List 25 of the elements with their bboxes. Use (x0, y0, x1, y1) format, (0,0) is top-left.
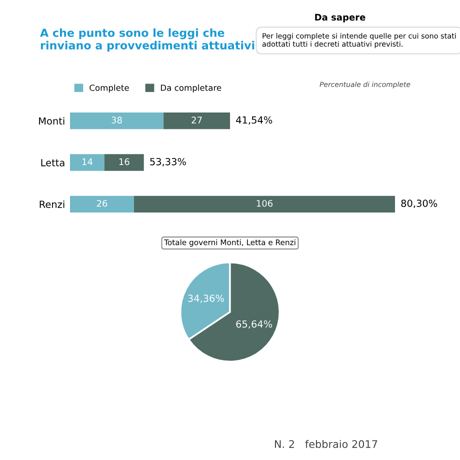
bar (104, 154, 144, 171)
data-label: 26 (96, 200, 108, 207)
legend-label: Complete (90, 84, 129, 92)
bar (134, 196, 395, 212)
bar (70, 196, 134, 212)
y-tick-label: Monti (39, 117, 64, 125)
data-label: 34,36% (188, 294, 224, 303)
text: Da sapere (315, 14, 366, 22)
bar (70, 154, 104, 171)
annotation: 53,33% (150, 158, 186, 166)
data-label: 65,64% (236, 320, 272, 329)
data-label: 38 (112, 116, 122, 124)
annotation: 80,30% (401, 200, 438, 208)
data-label: 14 (82, 158, 92, 165)
annotation: 41,54% (236, 116, 272, 125)
bar (70, 112, 164, 130)
text: N. 2 febbraio 2017 (274, 440, 378, 448)
y-tick-label: Renzi (40, 200, 64, 208)
bar (164, 112, 230, 130)
data-label: 16 (119, 158, 130, 166)
data-label: 106 (256, 200, 273, 207)
legend-label: Da completare (160, 84, 222, 92)
y-tick-label: Letta (41, 159, 64, 166)
chart-title: A che punto sono le leggi che rinviano a provvedimenti attuativi (40, 28, 254, 52)
data-label: 27 (192, 116, 202, 124)
